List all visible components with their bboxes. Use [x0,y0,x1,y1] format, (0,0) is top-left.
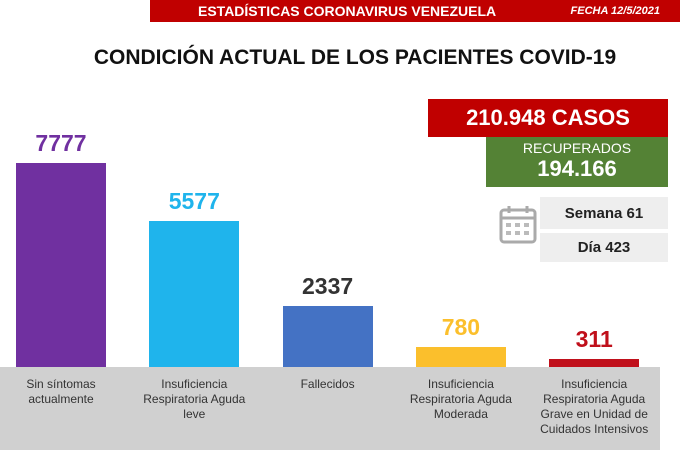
recovered-label: RECUPERADOS [522,140,632,156]
value-label: 780 [441,313,481,340]
day-box: Día 423 [540,233,668,262]
recovered-box: RECUPERADOS 194.166 [486,137,668,187]
value-label: 2337 [302,272,354,299]
category-label: Insuficiencia Respiratoria Aguda Grave e… [540,377,649,436]
category-label: Sin síntomas actualmente [26,377,96,406]
value-label: 7777 [35,130,87,156]
date: FECHA 12/5/2021 [570,5,660,17]
value-label: 311 [575,325,613,352]
banner: ESTADÍSTICAS CORONAVIRUS VENEZUELA FECHA… [150,0,680,22]
cases-box: 210.948 CASOS [428,99,668,137]
calendar-icon [499,206,537,244]
value-label: 5577 [168,187,220,214]
recovered-value: 194.166 [537,156,617,181]
bar [415,346,506,367]
category-label: Insuficiencia Respiratoria Aguda leve [143,377,246,421]
bar [16,163,106,367]
category-label: Insuficiencia Respiratoria Aguda Moderad… [409,377,512,421]
bar [549,358,640,367]
bar [149,220,240,367]
category-label: Fallecidos [300,377,355,391]
category-band [0,367,660,450]
chart-title: CONDICIÓN ACTUAL DE LOS PACIENTES COVID-… [93,46,617,69]
banner-title: ESTADÍSTICAS CORONAVIRUS VENEZUELA [198,3,497,19]
bar [282,305,373,367]
week-box: Semana 61 [540,197,668,229]
